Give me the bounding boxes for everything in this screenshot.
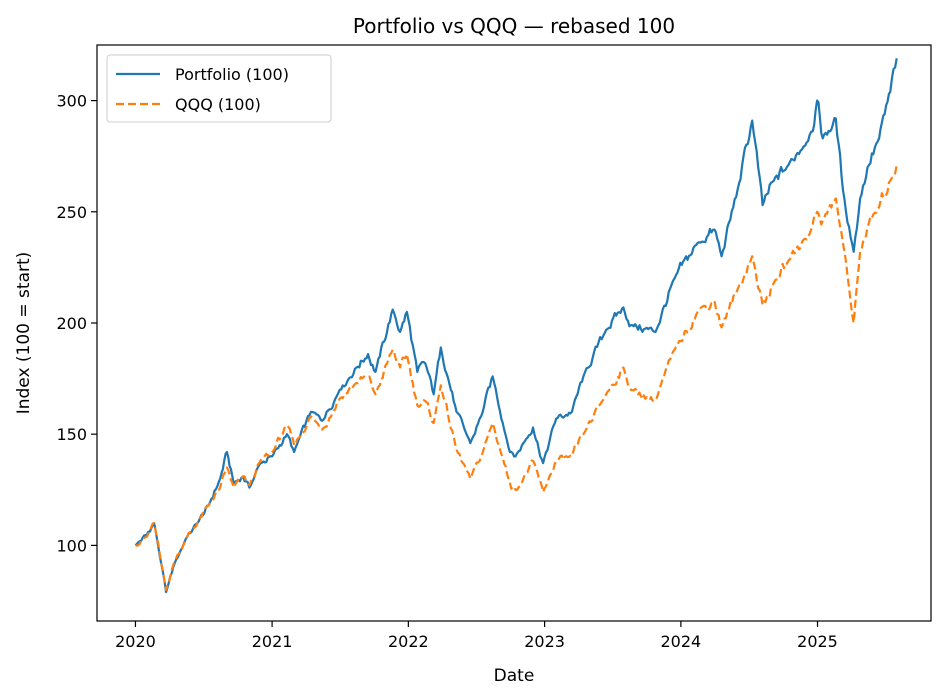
y-tick-label: 250 <box>56 203 87 222</box>
series-line-qqq <box>135 164 898 591</box>
legend: Portfolio (100) QQQ (100) <box>106 54 332 123</box>
x-tick-label: 2024 <box>661 632 702 651</box>
x-tick-label: 2022 <box>388 632 429 651</box>
y-tick-label: 300 <box>56 92 87 111</box>
y-tick-label: 150 <box>56 425 87 444</box>
y-tick-label: 100 <box>56 536 87 555</box>
plot-frame <box>96 44 932 622</box>
y-tick-label: 200 <box>56 314 87 333</box>
chart-title: Portfolio vs QQQ — rebased 100 <box>353 14 675 38</box>
x-tick-label: 2023 <box>524 632 565 651</box>
x-axis: 2020 2021 2022 2023 2024 2025 <box>115 621 838 651</box>
y-axis-label: Index (100 = start) <box>14 252 34 415</box>
x-tick-label: 2025 <box>797 632 838 651</box>
x-axis-label: Date <box>494 666 535 686</box>
legend-box <box>106 54 332 123</box>
series-line-portfolio <box>134 58 898 594</box>
x-tick-label: 2021 <box>252 632 293 651</box>
series-layer <box>134 58 898 594</box>
legend-label-qqq: QQQ (100) <box>175 95 261 114</box>
x-tick-label: 2020 <box>115 632 156 651</box>
y-axis: 100 150 200 250 300 <box>56 92 97 555</box>
legend-label-portfolio: Portfolio (100) <box>175 65 289 84</box>
